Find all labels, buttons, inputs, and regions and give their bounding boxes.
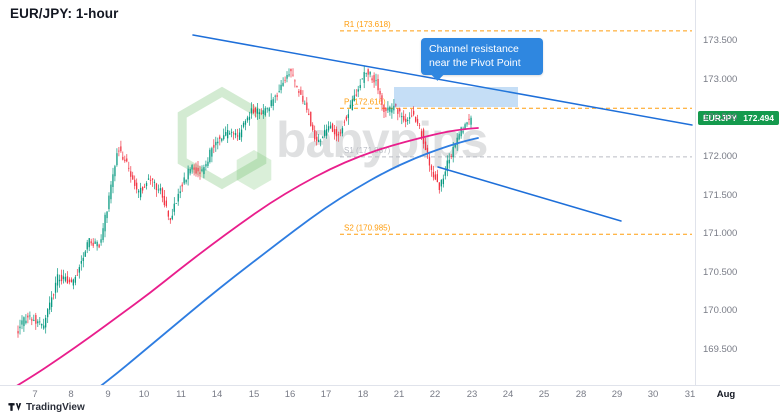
time-label: 18 — [357, 389, 369, 400]
time-label: 30 — [647, 389, 659, 400]
ma-fast-pink — [16, 127, 479, 385]
price-tick: 170.000 — [703, 305, 738, 317]
time-label: 17 — [320, 389, 332, 400]
pivot-levels[interactable]: R1 (173.618) P (172.616) S1 (171.987) S2 (1… — [340, 20, 692, 235]
channel-trendlines[interactable] — [192, 34, 693, 222]
annotation-callout-text: Channel resistance near the Pivot Point — [429, 43, 521, 69]
moving-averages[interactable] — [0, 127, 479, 385]
time-axis[interactable]: 7 8 9 10 11 14 15 16 17 18 21 22 23 24 25 28 29 30 31 Aug — [0, 385, 780, 402]
resistance-highlight-region[interactable] — [394, 87, 518, 107]
last-price-badge: EURJPY 172.494 — [698, 110, 779, 125]
tradingview-logo-icon — [8, 403, 22, 411]
time-label-month: Aug — [716, 389, 736, 400]
time-label: 28 — [575, 389, 587, 400]
time-label: 15 — [248, 389, 260, 400]
tradingview-brand-label: TradingView — [26, 401, 85, 413]
time-label: 23 — [466, 389, 478, 400]
chart-title: EUR/JPY: 1-hour — [10, 6, 119, 21]
time-label: 25 — [538, 389, 550, 400]
ma-slow-blue — [100, 137, 479, 385]
price-tick: 172.000 — [703, 150, 738, 162]
last-price-symbol: EURJPY — [703, 112, 738, 123]
time-label: 16 — [284, 389, 296, 400]
time-label: 21 — [393, 389, 405, 400]
annotation-callout[interactable]: Channel resistance near the Pivot Point — [421, 38, 543, 82]
time-label: 11 — [176, 389, 186, 400]
candles-layer[interactable] — [17, 65, 472, 338]
price-tick: 171.500 — [703, 189, 738, 201]
time-label: 22 — [429, 389, 441, 400]
svg-text:P (172.616): P (172.616) — [344, 97, 386, 106]
channel-support-lower — [437, 166, 622, 222]
price-tick: 170.500 — [703, 266, 738, 278]
time-label: 14 — [211, 389, 223, 400]
price-tick: 171.000 — [703, 228, 738, 240]
time-label: 7 — [32, 389, 38, 400]
tradingview-attribution[interactable]: TradingView — [8, 401, 85, 413]
svg-text:babypips: babypips — [276, 112, 487, 168]
price-axis[interactable]: EURJPY 172.494 173.500 173.000 172.500 172.… — [695, 0, 780, 385]
price-tick: 169.500 — [703, 344, 738, 355]
svg-text:S1 (171.987): S1 (171.987) — [344, 146, 391, 155]
chart-canvas[interactable]: babypips R1 (173.618) P (172.616) S1 (171.9… — [0, 0, 695, 385]
time-label: 31 — [684, 389, 696, 400]
time-label: 10 — [138, 389, 150, 400]
channel-resistance-upper — [192, 34, 693, 126]
price-tick: 173.000 — [703, 73, 738, 85]
time-label: 29 — [611, 389, 623, 400]
time-label: 9 — [105, 389, 111, 400]
svg-text:S2 (170.985): S2 (170.985) — [344, 223, 391, 232]
time-label: 8 — [68, 389, 74, 400]
price-tick: 173.500 — [703, 35, 738, 46]
last-price-value: 172.494 — [743, 112, 774, 123]
price-tick: 172.500 — [703, 112, 738, 124]
svg-text:R1 (173.618): R1 (173.618) — [344, 20, 391, 29]
time-label: 24 — [502, 389, 514, 400]
